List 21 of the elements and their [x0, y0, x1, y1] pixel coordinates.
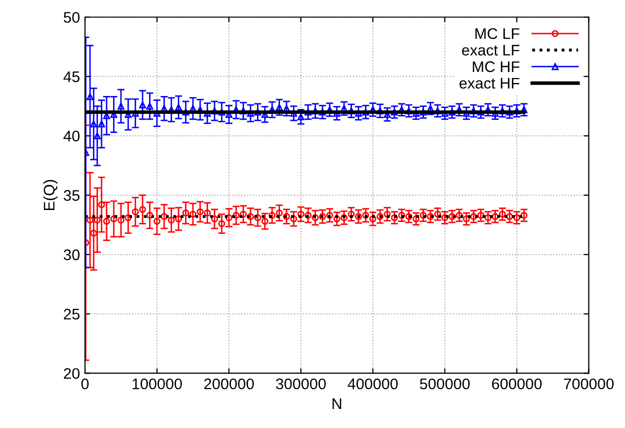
legend-label: MC LF — [475, 28, 520, 40]
legend-label: exact HF — [460, 78, 520, 89]
legend-label: exact LF — [462, 44, 520, 56]
y-tick-label: 20 — [64, 368, 80, 379]
y-axis-title: E(Q) — [43, 180, 58, 210]
x-tick-label: 0 — [81, 378, 89, 390]
x-tick-label: 100000 — [132, 378, 182, 390]
y-tick-label: 50 — [64, 12, 80, 23]
x-tick-label: 500000 — [420, 378, 470, 390]
x-tick-label: 200000 — [204, 378, 254, 390]
y-tick-label: 30 — [64, 249, 80, 260]
x-tick-label: 300000 — [276, 378, 326, 390]
x-axis-title: N — [332, 398, 342, 409]
x-tick-label: 700000 — [564, 378, 614, 390]
y-tick-label: 40 — [64, 130, 80, 142]
legend-label: MC HF — [472, 61, 520, 72]
y-tick-label: 35 — [64, 190, 80, 201]
y-tick-label: 25 — [64, 308, 80, 320]
y-tick-label: 45 — [64, 71, 80, 82]
x-tick-label: 600000 — [492, 378, 542, 390]
x-tick-label: 400000 — [348, 378, 398, 390]
